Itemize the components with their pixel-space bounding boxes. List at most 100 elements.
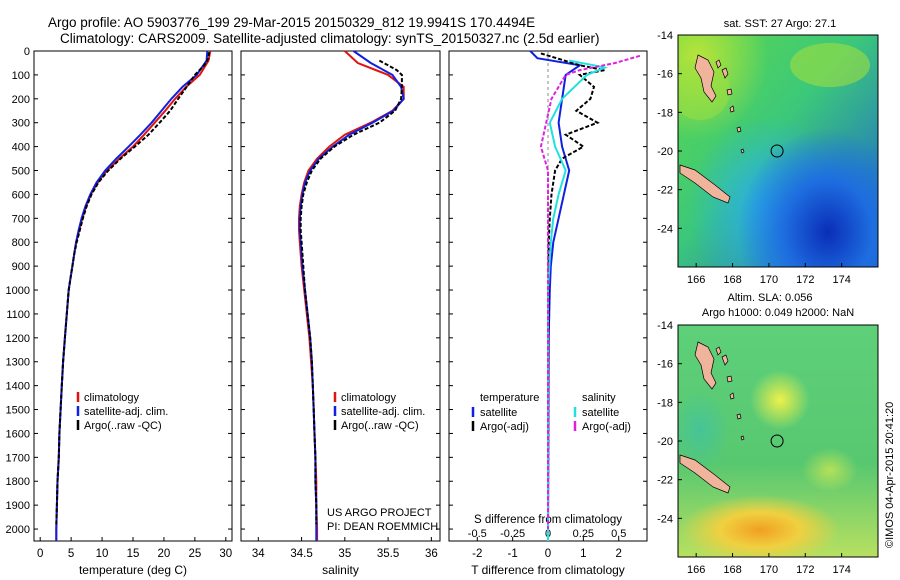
sst-lon-tick-label: 170 <box>760 274 778 286</box>
salinity-x-tick-label: 34.5 <box>290 548 312 560</box>
project-note-line-2: PI: DEAN ROEMMICH <box>327 521 438 533</box>
depth-tick-label: 300 <box>12 118 30 130</box>
depth-tick-label: 900 <box>12 261 30 273</box>
depth-tick-label: 1800 <box>6 476 30 488</box>
salinity-series-argo-raw-qc- <box>299 59 403 525</box>
salinity-axes-frame <box>240 50 441 542</box>
sla-lat-tick-label: -18 <box>657 397 673 409</box>
depth-tick-label: 2000 <box>6 524 30 536</box>
sst-lat-tick-label: -14 <box>657 30 673 42</box>
sla-lon-tick-label: 174 <box>832 564 850 576</box>
sla-lat-tick-label: -16 <box>657 359 673 371</box>
temperature-axes-frame <box>33 50 233 542</box>
sst-map-title: sat. SST: 27 Argo: 27.1 <box>724 18 837 30</box>
depth-tick-label: 1000 <box>6 285 30 297</box>
imos-credit: ©IMOS 04-Apr-2015 20:41:20 <box>884 402 896 548</box>
project-note-line-1: US ARGO PROJECT <box>327 507 432 519</box>
temperature-x-tick-label: 10 <box>96 548 109 560</box>
temperature-x-tick-label: 20 <box>158 548 171 560</box>
legend-salinity-title: salinity <box>582 392 616 404</box>
depth-tick-label: 1600 <box>6 428 30 440</box>
difference-series-satellite-salinity <box>547 59 608 541</box>
s-diff-tick-label: 0.5 <box>611 528 626 540</box>
difference-x-tick-label: 2 <box>616 548 622 560</box>
difference-panel: -2 -1 0 1 2 T difference from climatology -0.5… <box>448 50 648 577</box>
depth-tick-label: 1400 <box>6 381 30 393</box>
sst-lat-tick-label: -20 <box>657 146 673 158</box>
sst-lat-tick-label: -22 <box>657 185 673 197</box>
sst-lat-tick-label: -24 <box>657 223 673 235</box>
depth-tick-label: 400 <box>12 142 30 154</box>
salinity-legend-label: satellite-adj. clim. <box>341 406 425 418</box>
depth-tick-label: 800 <box>12 237 30 249</box>
depth-tick-label: 1900 <box>6 500 30 512</box>
difference-x-tick-label: 0 <box>545 548 551 560</box>
sst-lon-tick-label: 174 <box>832 274 850 286</box>
salinity-x-tick-label: 34 <box>252 548 265 560</box>
sla-lon-tick-label: 168 <box>723 564 741 576</box>
temperature-series-argo-raw-qc- <box>55 52 211 525</box>
temperature-x-tick-label: 15 <box>127 548 140 560</box>
temperature-panel: 0100200300400500600700800900100011001200… <box>6 46 233 577</box>
sla-lat-tick-label: -14 <box>657 320 673 332</box>
sla-land-islands <box>679 341 745 494</box>
sst-map: sat. SST: 27 Argo: 27.1 -14 -16 -18 -20 -22 -… <box>657 18 879 286</box>
s-diff-tick-label: 0.25 <box>573 528 594 540</box>
temperature-x-tick-label: 0 <box>37 548 43 560</box>
sla-lat-tick-label: -24 <box>657 513 673 525</box>
sla-map-title-2: Argo h1000: 0.049 h2000: NaN <box>702 307 854 319</box>
salinity-legend-label: climatology <box>341 392 397 404</box>
temperature-x-label: temperature (deg C) <box>79 563 187 577</box>
depth-tick-label: 600 <box>12 189 30 201</box>
sst-lon-tick-label: 168 <box>723 274 741 286</box>
temperature-x-tick-label: 5 <box>68 548 74 560</box>
depth-tick-label: 1700 <box>6 452 30 464</box>
header-line-2: Climatology: CARS2009. Satellite-adjuste… <box>60 31 600 46</box>
difference-x-tick-label: -2 <box>472 548 482 560</box>
sst-map-field <box>678 35 878 267</box>
sla-map: Altim. SLA: 0.056 Argo h1000: 0.049 h200… <box>657 292 879 576</box>
sst-land-islands <box>679 54 745 204</box>
sla-lon-tick-label: 170 <box>760 564 778 576</box>
sla-lon-tick-label: 166 <box>687 564 705 576</box>
sst-lat-tick-label: -16 <box>657 69 673 81</box>
difference-x-label: T difference from climatology <box>471 563 625 577</box>
depth-tick-label: 1300 <box>6 357 30 369</box>
salinity-x-tick-label: 35.5 <box>377 548 399 560</box>
salinity-x-label: salinity <box>322 563 359 577</box>
sla-map-title-1: Altim. SLA: 0.056 <box>728 292 813 304</box>
diff-legend-label: satellite <box>480 407 517 419</box>
sla-lon-tick-label: 172 <box>796 564 814 576</box>
depth-tick-label: 700 <box>12 213 30 225</box>
diff-legend-label: Argo(-adj) <box>480 421 529 433</box>
sst-lat-tick-label: -18 <box>657 107 673 119</box>
depth-tick-label: 1100 <box>6 309 30 321</box>
temperature-legend-label: climatology <box>84 392 140 404</box>
legend-temperature-title: temperature <box>480 392 539 404</box>
sla-argo-marker <box>770 434 784 448</box>
difference-x-tick-label: -1 <box>508 548 518 560</box>
sla-map-field <box>678 325 878 557</box>
sst-lon-tick-label: 172 <box>796 274 814 286</box>
temperature-legend-label: satellite-adj. clim. <box>84 406 168 418</box>
depth-tick-label: 0 <box>24 46 30 58</box>
temperature-x-tick-label: 25 <box>188 548 201 560</box>
depth-tick-label: 100 <box>12 70 30 82</box>
salinity-x-tick-label: 36 <box>425 548 438 560</box>
salinity-legend-label: Argo(..raw -QC) <box>341 420 419 432</box>
depth-tick-label: 200 <box>12 94 30 106</box>
depth-tick-label: 1500 <box>6 405 30 417</box>
temperature-legend-label: Argo(..raw -QC) <box>84 420 162 432</box>
difference-x-tick-label: 1 <box>580 548 586 560</box>
sla-lat-tick-label: -20 <box>657 436 673 448</box>
salinity-x-tick-label: 35 <box>338 548 351 560</box>
sla-lat-tick-label: -22 <box>657 475 673 487</box>
salinity-panel: 34 34.5 35 35.5 36 salinity climatology satelli… <box>240 50 441 577</box>
s-diff-tick-label: -0.25 <box>500 528 525 540</box>
depth-tick-label: 500 <box>12 166 30 178</box>
sst-lon-tick-label: 166 <box>687 274 705 286</box>
diff-legend-label: satellite <box>582 407 619 419</box>
difference-series-argo-adj--salinity <box>539 54 641 529</box>
header-line-1: Argo profile: AO 5903776_199 29-Mar-2015… <box>48 15 535 30</box>
